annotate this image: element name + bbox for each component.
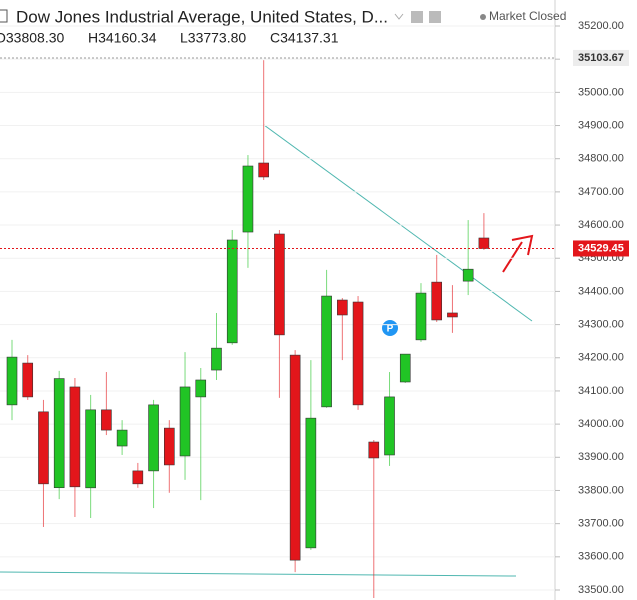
chart-title: Dow Jones Industrial Average, United Sta…: [16, 7, 388, 26]
candle-body: [85, 409, 96, 489]
candle-body: [132, 470, 144, 485]
price-tag: [573, 240, 629, 257]
y-tick-label: 33500.00: [578, 584, 624, 596]
y-tick-label: 33700.00: [578, 518, 624, 530]
status-dot: [480, 14, 486, 20]
ohlc-value: O33808.30: [0, 30, 64, 46]
candle-body: [101, 409, 112, 431]
candle-body: [179, 386, 191, 457]
candle-body: [462, 268, 474, 282]
candle-body: [431, 281, 443, 321]
ohlc-value: L33773.80: [180, 30, 246, 46]
candle-body: [368, 441, 380, 459]
candle-body: [321, 295, 332, 408]
y-tick-label: 34900.00: [578, 119, 624, 131]
candle-body: [226, 239, 238, 344]
price-tag: [573, 49, 629, 66]
y-tick-label: 34700.00: [578, 186, 624, 198]
y-axis: 33500.00 33600.00 33700.00 33800.00 33900.00…: [0, 20, 624, 596]
candle-body: [478, 237, 490, 249]
candles: [6, 60, 490, 598]
candle-body: [415, 292, 427, 341]
dropdown-icon[interactable]: [394, 13, 404, 20]
ohlc-value: H34160.34: [88, 30, 157, 46]
price-lines: 35103.67 34529.45: [0, 49, 629, 257]
y-tick-label: 35000.00: [578, 86, 624, 98]
candle-body: [305, 417, 317, 549]
ohlc-legend: O33808.30 H34160.34 L33773.80 C34137.31: [0, 30, 339, 46]
candle-body: [211, 347, 222, 371]
candle-body: [148, 404, 159, 472]
candle-body: [38, 411, 49, 485]
y-tick-label: 34100.00: [578, 385, 624, 397]
candle-body: [6, 356, 18, 406]
pivot-marker: [382, 320, 398, 336]
candle-body: [337, 299, 348, 316]
candle-body: [195, 379, 207, 398]
candle-body: [258, 162, 269, 178]
close-icon[interactable]: [429, 11, 441, 23]
settings-icon[interactable]: [411, 11, 423, 23]
y-tick-label: 34300.00: [578, 318, 624, 330]
candle-body: [274, 233, 285, 336]
candle-body: [399, 353, 411, 383]
y-tick-label: 34000.00: [578, 418, 624, 430]
price-label: 34529.45: [578, 242, 624, 254]
candle-body: [352, 301, 364, 406]
y-tick-label: 34600.00: [578, 219, 624, 231]
price-label: 35103.67: [578, 52, 624, 64]
y-tick-label: 33600.00: [578, 551, 624, 563]
pivot-icon: P: [387, 324, 394, 335]
candle-body: [242, 165, 254, 233]
y-tick-label: 33900.00: [578, 451, 624, 463]
candle-body: [116, 429, 128, 447]
candle-body: [289, 354, 301, 561]
y-tick-label: 35200.00: [578, 20, 624, 32]
candle-body: [69, 386, 81, 488]
candle-body: [384, 396, 395, 456]
collapse-icon[interactable]: [0, 9, 8, 23]
y-tick-label: 33800.00: [578, 484, 624, 496]
trend-line: [263, 124, 533, 322]
candle-body: [22, 362, 34, 398]
support-line: [0, 571, 517, 577]
candle-body: [53, 378, 65, 489]
candle-body: [164, 427, 175, 466]
candle-body: [447, 312, 458, 318]
y-tick-label: 34800.00: [578, 153, 624, 165]
market-status: Market Closed: [489, 9, 566, 23]
y-tick-label: 34400.00: [578, 285, 624, 297]
ohlc-value: C34137.31: [270, 30, 339, 46]
y-tick-label: 34200.00: [578, 352, 624, 364]
